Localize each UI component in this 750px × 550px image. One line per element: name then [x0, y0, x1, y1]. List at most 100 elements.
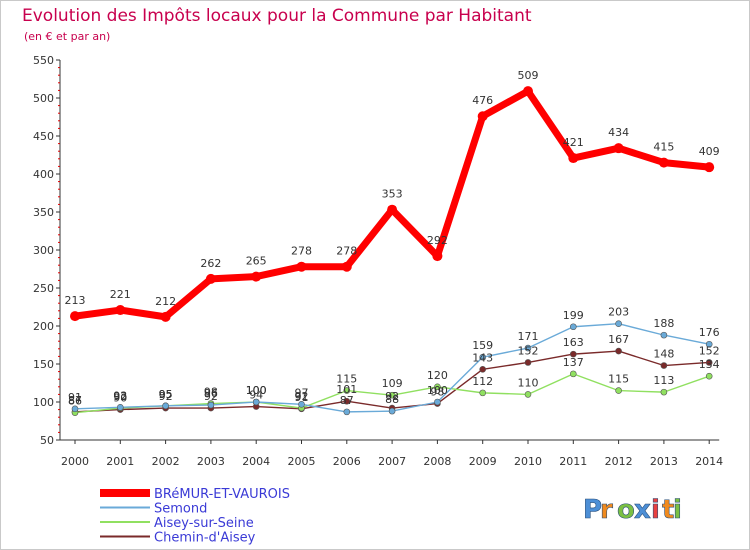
x-tick-label: 2014 — [695, 455, 723, 468]
data-label: 91 — [68, 391, 82, 404]
x-tick-label: 2005 — [288, 455, 316, 468]
data-label: 152 — [699, 344, 720, 357]
data-point — [568, 153, 579, 164]
logo-letter: i — [673, 495, 682, 525]
data-point — [523, 86, 533, 97]
logo-letter: r — [600, 495, 613, 525]
data-point — [117, 404, 124, 411]
data-point — [343, 397, 351, 405]
data-label: 148 — [653, 348, 674, 361]
data-point — [524, 391, 532, 398]
data-label: 137 — [563, 356, 584, 369]
data-point — [388, 407, 396, 415]
data-label: 90 — [113, 392, 127, 405]
data-label: 167 — [608, 333, 629, 346]
x-tick-label: 2012 — [605, 455, 633, 468]
data-label: 476 — [472, 94, 493, 107]
data-label: 134 — [699, 358, 720, 371]
data-point — [569, 323, 577, 331]
data-label: 262 — [200, 257, 221, 270]
logo-letter: P — [583, 495, 602, 525]
data-point — [341, 261, 352, 272]
axes: 50 100 150 200 250 300 350 400 450 500 550 2000 2001… — [33, 54, 723, 468]
x-tick-label: 2000 — [61, 455, 89, 468]
x-tick-label: 2002 — [152, 455, 180, 468]
data-point — [296, 261, 307, 272]
y-tick-label: 100 — [33, 396, 54, 409]
data-point — [387, 204, 398, 215]
x-tick-label: 2013 — [650, 455, 678, 468]
x-tick-label: 2011 — [559, 455, 587, 468]
data-label: 94 — [249, 389, 263, 402]
data-point — [432, 251, 443, 262]
data-label: 353 — [382, 188, 403, 201]
x-tick-label: 2010 — [514, 455, 542, 468]
data-label: 93 — [113, 389, 127, 402]
data-point — [479, 353, 487, 361]
data-label: 92 — [385, 390, 399, 403]
data-point — [660, 331, 668, 339]
data-label: 98 — [204, 386, 218, 399]
data-label: 265 — [246, 255, 267, 268]
logo-letter: o — [617, 495, 635, 525]
data-point — [251, 271, 262, 282]
data-label: 101 — [336, 383, 357, 396]
data-label: 143 — [472, 351, 493, 364]
data-point — [479, 366, 487, 373]
data-label: 92 — [295, 390, 309, 403]
y-tick-label: 150 — [33, 358, 54, 371]
data-label: 115 — [608, 373, 629, 386]
data-label: 199 — [563, 309, 584, 322]
data-point — [660, 388, 668, 396]
data-label: 92 — [204, 390, 218, 403]
data-point — [252, 398, 260, 406]
data-point — [704, 162, 715, 173]
data-label: 434 — [608, 126, 629, 139]
data-label: 86 — [68, 395, 82, 408]
data-label: 421 — [563, 136, 584, 149]
data-point — [658, 157, 669, 168]
data-point — [613, 143, 624, 154]
x-tick-label: 2003 — [197, 455, 225, 468]
data-point — [207, 401, 215, 409]
data-point — [524, 359, 532, 366]
data-label: 115 — [336, 373, 357, 386]
data-label: 171 — [518, 330, 539, 343]
data-label: 100 — [246, 384, 267, 397]
data-point — [569, 350, 577, 358]
data-label: 176 — [699, 326, 720, 339]
data-label: 96 — [204, 387, 218, 400]
data-label: 278 — [336, 245, 357, 258]
x-tick-label: 2004 — [242, 455, 270, 468]
data-label: 120 — [427, 369, 448, 382]
logo-letter: x — [634, 495, 651, 525]
y-tick-label: 450 — [33, 130, 54, 143]
data-point — [434, 383, 441, 391]
legend-label: Chemin-d'Aisey — [154, 531, 256, 546]
data-point — [615, 347, 622, 355]
data-label: 95 — [159, 388, 173, 401]
data-label: 278 — [291, 245, 312, 258]
series-line — [71, 87, 713, 321]
data-point — [71, 405, 79, 413]
x-tick-label: 2006 — [333, 455, 361, 468]
data-label: 109 — [382, 377, 403, 390]
data-point — [70, 311, 80, 322]
data-label: 409 — [699, 145, 720, 158]
series-0 — [70, 86, 715, 322]
chart-subtitle: (en € et par an) — [24, 30, 110, 43]
chart-title: Evolution des Impôts locaux pour la Comm… — [22, 6, 532, 26]
data-label: 100 — [427, 384, 448, 397]
data-point — [705, 372, 713, 380]
data-label: 292 — [427, 234, 448, 247]
x-tick-label: 2009 — [469, 455, 497, 468]
x-tick-label: 2007 — [378, 455, 406, 468]
data-label: 415 — [653, 141, 674, 154]
data-point — [479, 389, 487, 397]
data-label: 212 — [155, 295, 176, 308]
data-label: 88 — [385, 393, 399, 406]
y-tick-label: 400 — [33, 168, 54, 181]
series-layer — [70, 86, 715, 416]
data-point — [524, 344, 532, 352]
